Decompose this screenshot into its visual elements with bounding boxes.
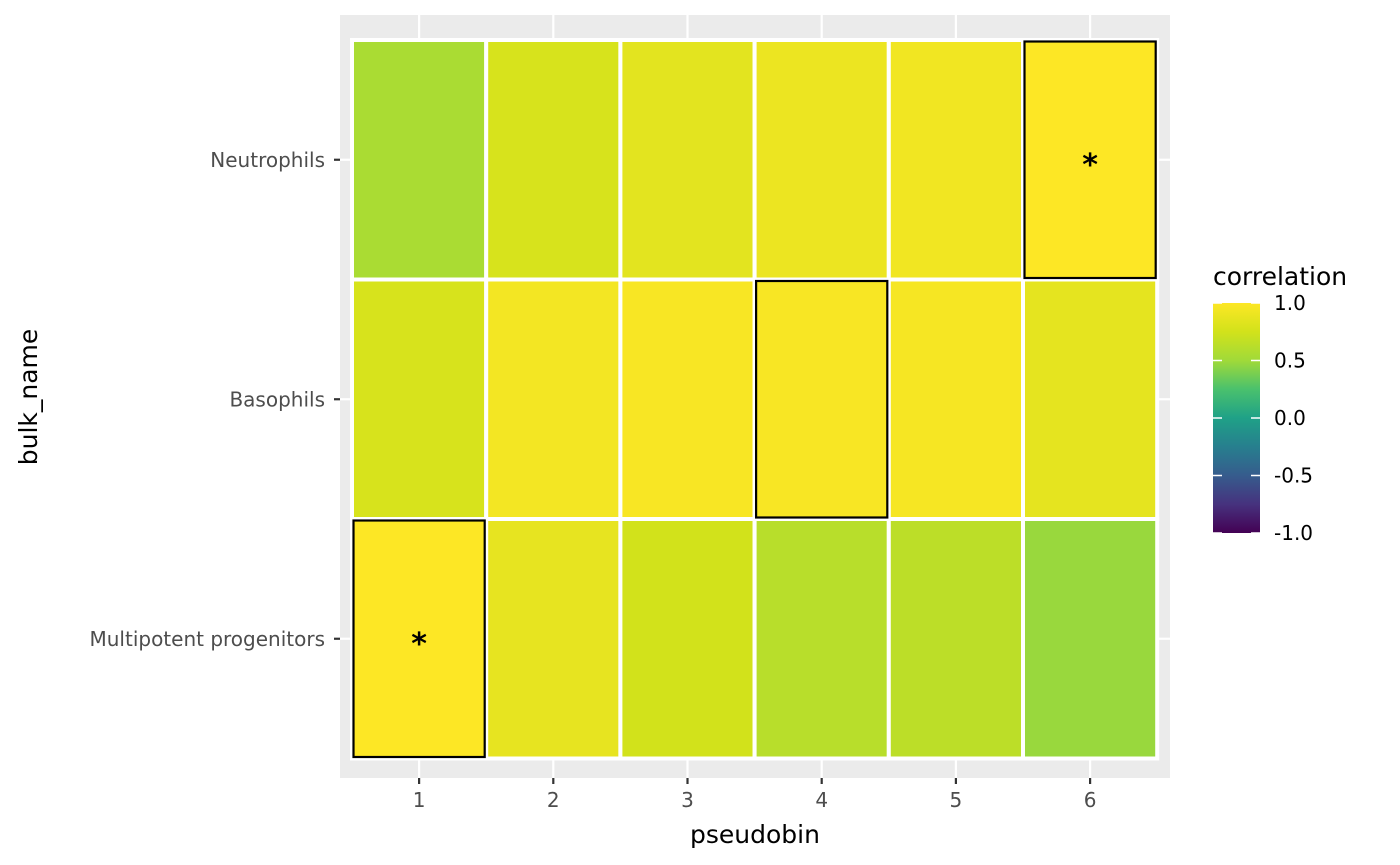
y-tick-label: Neutrophils	[210, 148, 325, 172]
significance-mark: *	[1082, 148, 1098, 183]
heatmap-cell	[618, 517, 757, 761]
x-tick-label: 3	[681, 788, 694, 812]
x-axis-title: pseudobin	[690, 820, 820, 849]
heatmap-cell	[1021, 277, 1160, 521]
legend-tick-label: -1.0	[1274, 521, 1313, 545]
legend-tick-label: 0.5	[1274, 349, 1306, 373]
heatmap-cell	[484, 517, 623, 761]
x-tick-label: 4	[815, 788, 828, 812]
heatmap-cells	[350, 38, 1160, 761]
heatmap-cell	[618, 277, 757, 521]
heatmap-cell	[484, 38, 623, 282]
significance-mark: *	[411, 627, 427, 662]
highlight-border	[1023, 40, 1157, 280]
legend-tick-label: 0.0	[1274, 406, 1306, 430]
heatmap-cell	[886, 38, 1025, 282]
heatmap-cell	[350, 517, 489, 761]
heatmap-cell	[752, 38, 891, 282]
heatmap-cell	[1021, 517, 1160, 761]
significance-marks: **	[411, 148, 1098, 662]
heatmap-cell	[886, 277, 1025, 521]
legend-tick-label: -0.5	[1274, 464, 1313, 488]
y-axis-title: bulk_name	[14, 329, 43, 466]
x-tick-label: 2	[547, 788, 560, 812]
x-tick-label: 6	[1084, 788, 1097, 812]
legend: correlation 1.0 0.5 0.0 -0.5 -1.0	[1213, 262, 1347, 545]
heatmap-cell	[752, 517, 891, 761]
highlight-borders	[352, 40, 1157, 759]
heatmap-cell	[618, 38, 757, 282]
highlight-border	[352, 519, 486, 759]
axes: 1 2 3 4 5 6 Neutrophils Basophils Multipotent pr…	[89, 148, 1096, 812]
heatmap-cell	[886, 517, 1025, 761]
legend-ticks: 1.0 0.5 0.0 -0.5 -1.0	[1213, 291, 1313, 545]
highlight-border	[754, 279, 889, 519]
legend-tick-label: 1.0	[1274, 291, 1306, 315]
x-tick-label: 1	[413, 788, 426, 812]
y-tick-label: Basophils	[229, 387, 325, 411]
heatmap-cell	[484, 277, 623, 521]
legend-title: correlation	[1213, 262, 1347, 291]
x-tick-label: 5	[950, 788, 963, 812]
heatmap-cell	[350, 38, 489, 282]
heatmap-cell	[350, 277, 489, 521]
heatmap-cell	[1021, 38, 1160, 282]
heatmap-cell	[752, 277, 891, 521]
y-tick-label: Multipotent progenitors	[89, 627, 325, 651]
